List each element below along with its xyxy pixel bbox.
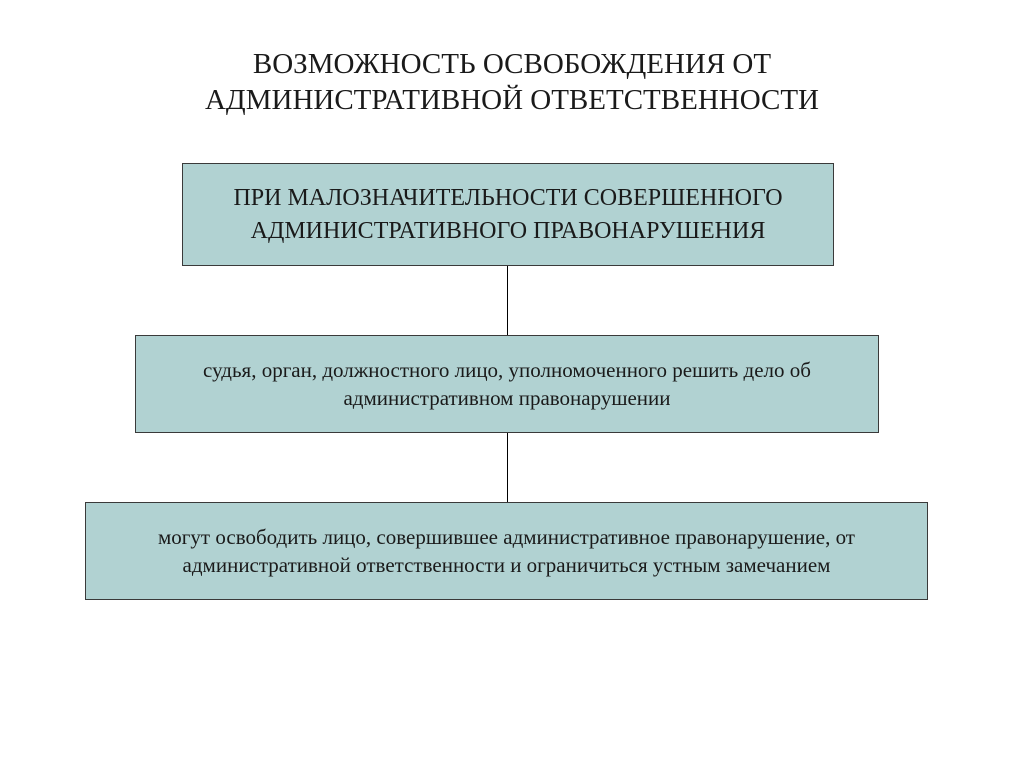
node-outcome-line-2: административной ответственности и огран… bbox=[183, 551, 831, 579]
node-authority-line-2: административном правонарушении bbox=[343, 384, 670, 412]
title-line-2: АДМИНИСТРАТИВНОЙ ОТВЕТСТВЕННОСТИ bbox=[0, 82, 1024, 118]
diagram-title: ВОЗМОЖНОСТЬ ОСВОБОЖДЕНИЯ ОТ АДМИНИСТРАТИ… bbox=[0, 46, 1024, 119]
node-condition-line-1: ПРИ МАЛОЗНАЧИТЕЛЬНОСТИ СОВЕРШЕННОГО bbox=[233, 182, 782, 214]
title-line-1: ВОЗМОЖНОСТЬ ОСВОБОЖДЕНИЯ ОТ bbox=[0, 46, 1024, 82]
diagram-canvas: ВОЗМОЖНОСТЬ ОСВОБОЖДЕНИЯ ОТ АДМИНИСТРАТИ… bbox=[0, 0, 1024, 767]
node-outcome: могут освободить лицо, совершившее админ… bbox=[85, 502, 928, 600]
node-condition: ПРИ МАЛОЗНАЧИТЕЛЬНОСТИ СОВЕРШЕННОГО АДМИ… bbox=[182, 163, 834, 266]
node-outcome-line-1: могут освободить лицо, совершившее админ… bbox=[158, 523, 855, 551]
node-authority-line-1: судья, орган, должностного лицо, уполном… bbox=[203, 356, 811, 384]
node-authority: судья, орган, должностного лицо, уполном… bbox=[135, 335, 879, 433]
connector-1 bbox=[507, 266, 508, 335]
connector-2 bbox=[507, 433, 508, 502]
node-condition-line-2: АДМИНИСТРАТИВНОГО ПРАВОНАРУШЕНИЯ bbox=[251, 215, 766, 247]
